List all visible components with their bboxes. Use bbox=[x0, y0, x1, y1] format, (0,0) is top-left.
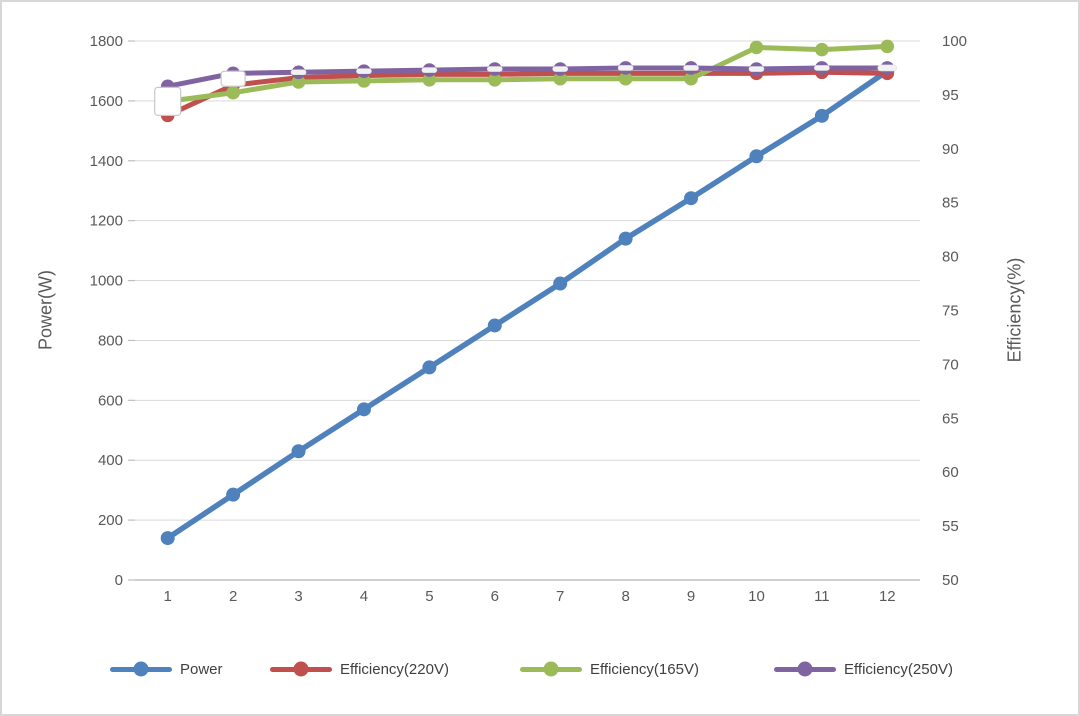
data-point-marker bbox=[291, 444, 306, 459]
right-axis-tick-label: 65 bbox=[942, 410, 959, 427]
legend-label: Efficiency(165V) bbox=[590, 660, 699, 678]
left-axis-tick-label: 1000 bbox=[90, 273, 123, 290]
x-axis-tick-label: 11 bbox=[814, 588, 830, 605]
right-axis-tick-label: 85 bbox=[942, 195, 959, 212]
x-axis-tick-label: 5 bbox=[425, 588, 433, 605]
data-point-marker bbox=[357, 74, 371, 88]
efficiency-250v-legend-marker-icon bbox=[774, 661, 836, 677]
data-point-marker bbox=[226, 487, 241, 502]
data-point-marker bbox=[422, 73, 437, 87]
x-axis-tick-label: 6 bbox=[491, 588, 499, 605]
right-axis-tick-label: 70 bbox=[942, 356, 959, 373]
white-dash-marker bbox=[552, 66, 569, 72]
efficiency-220v-legend-marker-icon bbox=[270, 661, 332, 677]
right-axis-tick-label: 50 bbox=[942, 572, 959, 589]
left-axis-tick-label: 1200 bbox=[90, 213, 123, 230]
x-axis-tick-label: 12 bbox=[879, 588, 896, 605]
left-axis-tick-label: 1800 bbox=[90, 33, 123, 50]
legend-label: Power bbox=[180, 660, 223, 678]
data-point-marker bbox=[553, 276, 568, 291]
x-axis-tick-label: 3 bbox=[294, 588, 302, 605]
x-axis-tick-label: 10 bbox=[748, 588, 765, 605]
legend-label: Efficiency(220V) bbox=[340, 660, 449, 678]
left-axis-title: Power(W) bbox=[35, 270, 56, 350]
left-axis-tick-label: 800 bbox=[98, 332, 123, 349]
legend-item-power: Power bbox=[110, 658, 223, 680]
white-dash-marker bbox=[683, 65, 699, 71]
data-point-marker bbox=[684, 71, 698, 86]
data-point-marker bbox=[487, 73, 502, 87]
white-square-marker bbox=[154, 86, 182, 116]
white-square-marker bbox=[220, 70, 246, 87]
data-point-marker bbox=[553, 71, 568, 86]
right-axis-tick-label: 100 bbox=[942, 33, 967, 50]
legend-label: Efficiency(250V) bbox=[844, 660, 953, 678]
data-point-marker bbox=[487, 318, 502, 333]
x-axis-tick-label: 8 bbox=[621, 588, 629, 605]
x-axis-tick-label: 1 bbox=[164, 588, 172, 605]
legend-item-efficiency-220v: Efficiency(220V) bbox=[270, 658, 449, 680]
right-axis-tick-label: 80 bbox=[942, 249, 959, 266]
series-line-efficiency-220v- bbox=[165, 69, 890, 118]
data-point-marker bbox=[749, 149, 764, 164]
series-line-efficiency-250v- bbox=[165, 65, 890, 89]
right-axis-tick-label: 95 bbox=[942, 87, 959, 104]
white-dash-marker bbox=[877, 64, 898, 72]
efficiency-165v-legend-marker-icon bbox=[520, 661, 582, 677]
data-point-marker bbox=[880, 39, 895, 54]
data-point-marker bbox=[160, 531, 175, 546]
right-axis-tick-label: 55 bbox=[942, 518, 959, 535]
x-axis-tick-label: 4 bbox=[360, 588, 368, 605]
data-point-marker bbox=[814, 108, 829, 123]
white-dash-marker bbox=[290, 69, 307, 76]
right-axis-title: Efficiency(%) bbox=[1004, 257, 1025, 363]
data-point-marker bbox=[618, 231, 633, 246]
data-point-marker bbox=[749, 40, 764, 55]
left-axis-tick-label: 600 bbox=[98, 392, 123, 409]
white-dash-marker bbox=[617, 65, 634, 71]
x-axis-tick-label: 9 bbox=[687, 588, 695, 605]
white-dash-marker bbox=[814, 65, 830, 71]
x-axis-tick-label: 2 bbox=[229, 588, 237, 605]
white-dash-marker bbox=[356, 68, 372, 74]
legend-item-efficiency-165v: Efficiency(165V) bbox=[520, 658, 699, 680]
left-axis-tick-label: 1400 bbox=[90, 153, 123, 170]
data-point-marker bbox=[356, 402, 371, 417]
legend: Power Efficiency(220V) Efficiency(165V) … bbox=[2, 658, 1078, 694]
left-axis-tick-label: 200 bbox=[98, 512, 123, 529]
left-axis-tick-label: 1600 bbox=[90, 93, 123, 110]
data-point-marker bbox=[422, 360, 437, 375]
x-axis-tick-label: 7 bbox=[556, 588, 564, 605]
data-point-marker bbox=[684, 191, 699, 206]
right-axis-tick-label: 60 bbox=[942, 464, 959, 481]
data-point-marker bbox=[815, 42, 829, 57]
data-point-marker bbox=[291, 75, 306, 89]
white-dash-marker bbox=[486, 66, 503, 72]
legend-item-efficiency-250v: Efficiency(250V) bbox=[774, 658, 953, 680]
white-dash-marker bbox=[748, 66, 765, 72]
series-line-power bbox=[164, 68, 891, 541]
right-axis-tick-label: 75 bbox=[942, 303, 959, 320]
data-point-marker bbox=[618, 71, 633, 86]
left-axis-tick-label: 400 bbox=[98, 452, 123, 469]
power-legend-marker-icon bbox=[110, 661, 172, 677]
data-point-marker bbox=[226, 85, 240, 100]
white-dash-marker bbox=[421, 67, 438, 73]
series-line-efficiency-165v- bbox=[165, 43, 890, 104]
left-axis-tick-label: 0 bbox=[115, 572, 123, 589]
right-axis-tick-label: 90 bbox=[942, 141, 959, 158]
